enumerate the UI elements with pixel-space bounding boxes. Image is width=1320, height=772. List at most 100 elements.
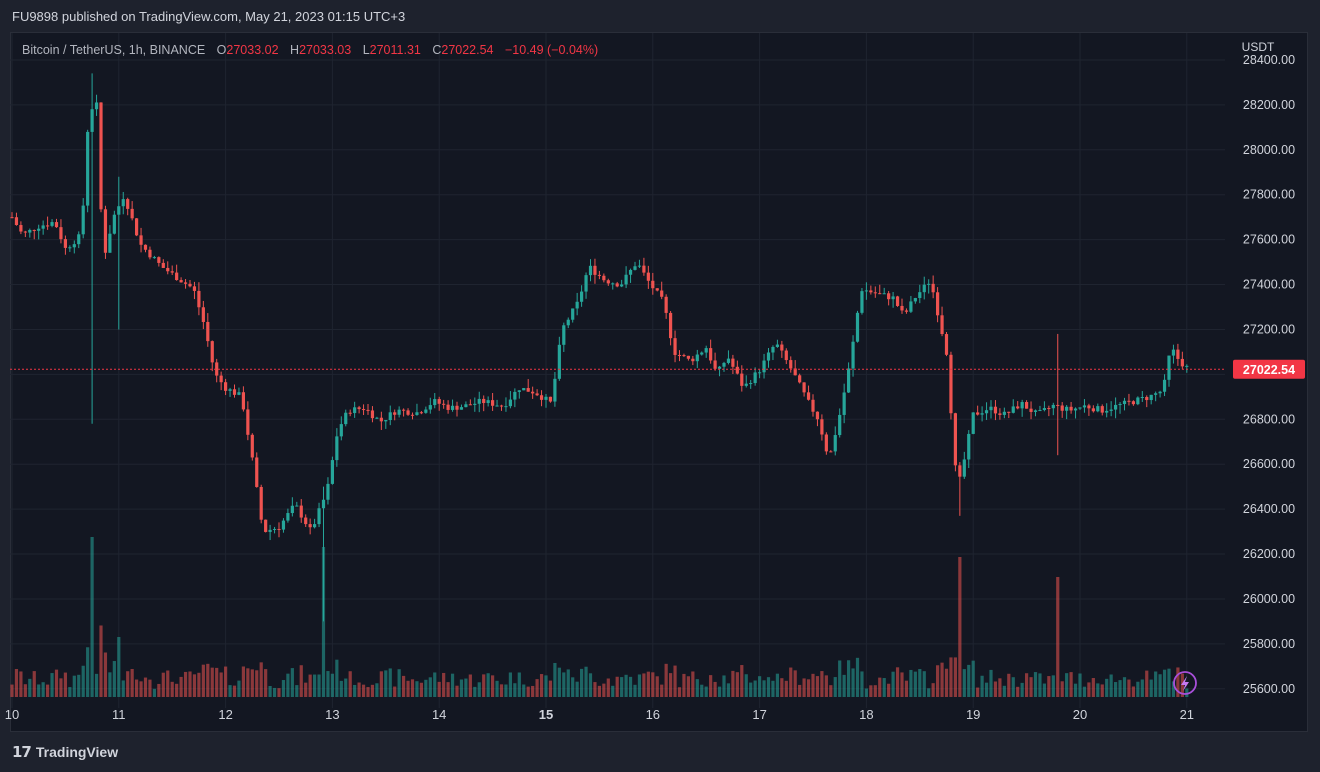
candle-body: [744, 383, 748, 386]
candle-body: [864, 290, 868, 292]
volume-bar: [660, 684, 664, 697]
volume-bar: [397, 669, 401, 697]
volume-bar: [170, 681, 174, 697]
volume-bar: [624, 674, 628, 697]
candle-body: [1002, 411, 1006, 415]
volume-bar: [949, 657, 953, 697]
candle-body: [539, 395, 544, 400]
x-tick-label-8: 18: [859, 707, 873, 722]
candle-body: [842, 392, 846, 415]
volume-bar: [219, 672, 223, 697]
chart-frame[interactable]: [10, 32, 1308, 732]
candle-body: [847, 368, 851, 393]
candle-body: [1171, 349, 1176, 356]
volume-bar: [1176, 667, 1180, 697]
candle-body: [68, 247, 72, 249]
candle-body: [1056, 404, 1060, 406]
volume-bar: [566, 669, 570, 697]
volume-bar: [922, 671, 926, 697]
volume-bar: [611, 685, 615, 697]
candle-body: [357, 407, 361, 410]
candle-body: [1118, 404, 1122, 406]
candle-body: [272, 528, 277, 530]
candle-body: [798, 375, 802, 383]
volume-bar: [936, 665, 940, 697]
volume-bar: [615, 676, 619, 697]
volume-bar: [620, 677, 624, 697]
volume-bar: [264, 669, 268, 697]
candle-body: [726, 358, 731, 363]
candle-body: [895, 296, 900, 306]
volume-bar: [709, 675, 713, 697]
volume-bar: [321, 547, 326, 697]
volume-bar: [68, 687, 72, 697]
y-tick-label-9: 26600.00: [1243, 457, 1295, 471]
candle-body: [722, 362, 726, 367]
volume-bar: [175, 683, 179, 697]
volume-bar: [717, 686, 722, 697]
tradingview-logo[interactable]: 𝟭𝟳 TradingView: [12, 743, 118, 761]
volume-bar: [829, 685, 833, 697]
candle-body: [19, 225, 23, 232]
volume-bar: [468, 674, 472, 697]
volume-bar: [984, 682, 989, 697]
candle-body: [348, 412, 352, 414]
volume-bar: [526, 686, 530, 697]
low-value: 27011.31: [369, 43, 421, 57]
volume-bar: [1167, 668, 1171, 697]
candle-body: [277, 528, 281, 530]
volume-bar: [99, 625, 103, 697]
y-tick-label-0: 28400.00: [1243, 53, 1295, 67]
y-tick-label-14: 25600.00: [1243, 682, 1295, 696]
volume-bar: [544, 675, 548, 697]
candle-body: [624, 274, 628, 285]
y-tick-label-4: 27600.00: [1243, 233, 1295, 247]
volume-bar: [820, 671, 824, 697]
candle-body: [1158, 391, 1162, 394]
x-tick-label-4: 14: [432, 707, 446, 722]
volume-bar: [900, 672, 904, 697]
volume-bar: [130, 669, 134, 697]
candle-body: [1065, 406, 1069, 411]
candle-body: [428, 405, 432, 410]
ohlc-legend: Bitcoin / TetherUS, 1h, BINANCE O27033.0…: [22, 43, 598, 57]
candle-body: [904, 310, 909, 312]
candle-body: [673, 338, 677, 355]
candle-body: [206, 321, 210, 342]
bolt-button[interactable]: [1173, 671, 1197, 695]
candle-body: [522, 388, 526, 391]
volume-bar: [944, 668, 949, 697]
volume-bar: [847, 660, 851, 697]
candle-body: [508, 399, 512, 407]
candle-body: [1154, 393, 1158, 395]
candle-body: [139, 235, 143, 245]
candle-body: [664, 296, 668, 313]
candle-body: [1131, 401, 1135, 405]
volume-bar: [593, 682, 597, 697]
volume-bar: [1082, 686, 1087, 697]
volume-bar: [317, 674, 321, 697]
candle-body: [1078, 407, 1082, 409]
volume-bar: [277, 688, 281, 697]
candle-body: [922, 284, 926, 293]
volume-bar: [904, 680, 909, 697]
candle-body: [949, 354, 953, 414]
volume-bar: [215, 667, 219, 697]
candle-body: [130, 208, 134, 219]
volume-bar: [895, 667, 900, 697]
volume-bar: [869, 685, 873, 697]
time-axis[interactable]: 10 11 12 13 14 15 16 17 18 19 20 21: [5, 707, 1194, 722]
volume-bar: [361, 684, 366, 697]
volume-bar: [379, 671, 383, 697]
volume-bar: [1065, 673, 1069, 697]
symbol-label[interactable]: Bitcoin / TetherUS, 1h, BINANCE: [22, 43, 206, 57]
candle-body: [313, 524, 317, 528]
candle-body: [766, 352, 771, 361]
candle-body: [77, 234, 81, 245]
candle-body: [379, 417, 383, 422]
candle-body: [219, 375, 223, 383]
volume-bar: [531, 685, 535, 697]
volume-bar: [210, 667, 214, 697]
brand-name: TradingView: [35, 744, 119, 760]
